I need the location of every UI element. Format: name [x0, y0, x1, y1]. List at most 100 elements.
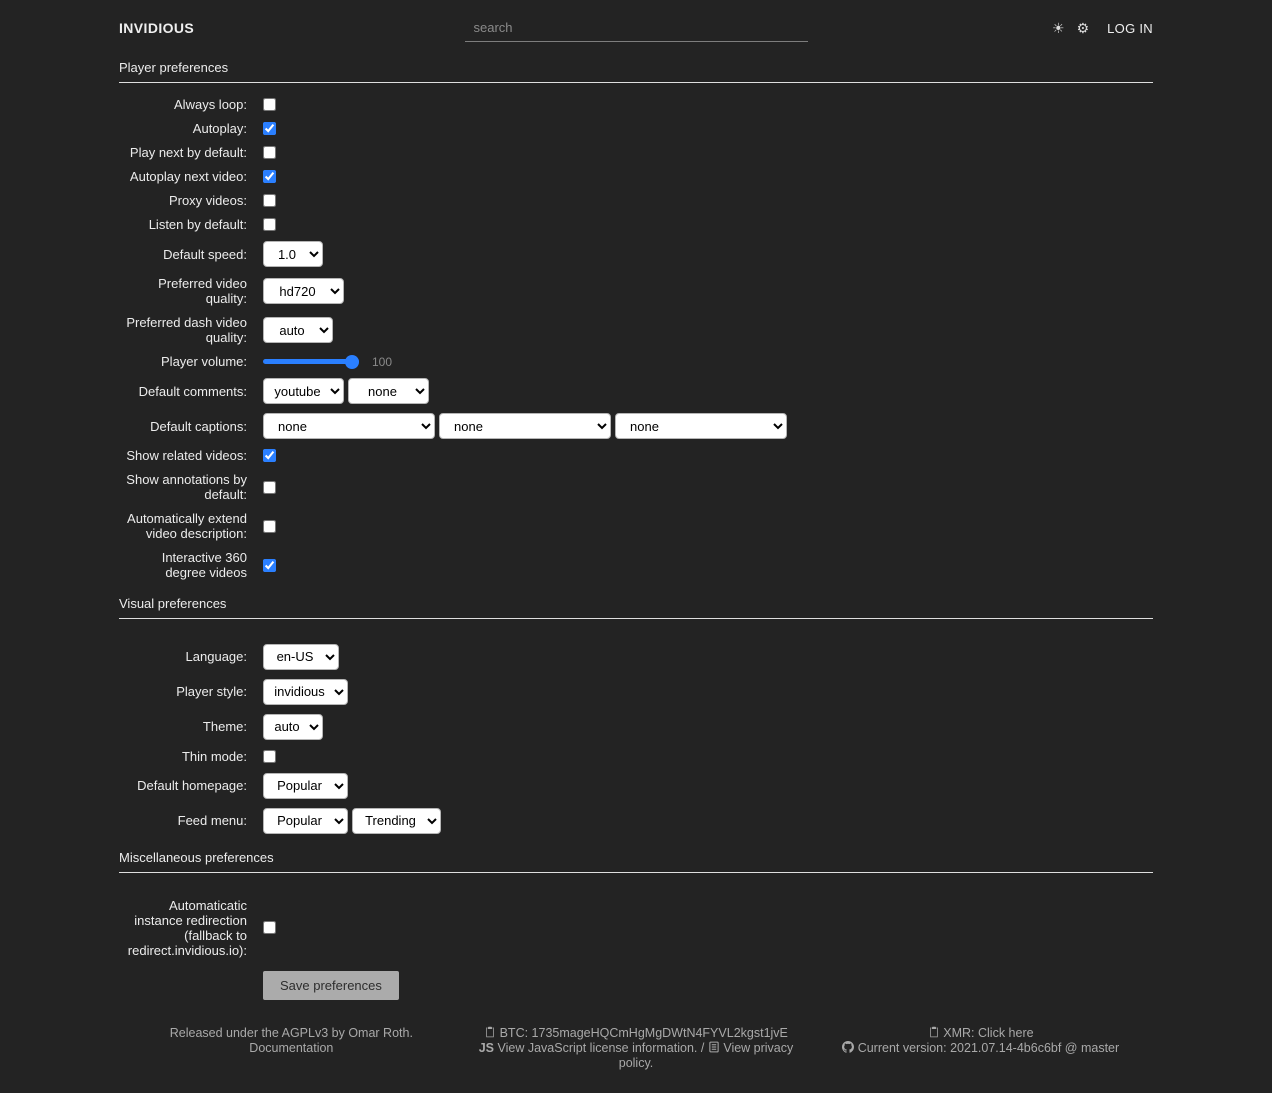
default-comments-select-2[interactable]: none: [348, 378, 429, 404]
js-license-link[interactable]: View JavaScript license information.: [497, 1040, 698, 1055]
footer-released-text: Released under the AGPLv3 by Omar Roth.: [169, 1025, 413, 1040]
autoplay-checkbox[interactable]: [263, 122, 276, 135]
invidious-logo[interactable]: INVIDIOUS: [119, 20, 195, 36]
top-navbar: INVIDIOUS ☀ ⚙ LOG IN: [119, 0, 1153, 42]
related-videos-checkbox[interactable]: [263, 449, 276, 462]
pref-row-player-style: Player style: invidious: [119, 678, 1153, 705]
clipboard-icon: [928, 1026, 940, 1038]
pref-row-language: Language: en-US: [119, 643, 1153, 670]
pref-row-vr360: Interactive 360 degree videos: [119, 550, 1153, 580]
auto-redirect-checkbox[interactable]: [263, 921, 276, 935]
pref-row-feed-menu: Feed menu: Popular Trending: [119, 807, 1153, 834]
pref-row-homepage: Default homepage: Popular: [119, 772, 1153, 799]
pref-row-dash-quality: Preferred dash video quality: auto: [119, 315, 1153, 345]
pref-row-extend-desc: Automatically extend video description:: [119, 511, 1153, 541]
default-speed-select[interactable]: 1.0: [263, 241, 323, 267]
default-homepage-select[interactable]: Popular: [263, 772, 348, 799]
misc-preferences-heading: Miscellaneous preferences: [119, 850, 1153, 873]
proxy-videos-label: Proxy videos:: [168, 193, 247, 208]
btc-address-text: BTC: 1735mageHQCmHgMgDWtN4FYVL2kgst1jvE: [499, 1025, 788, 1040]
save-preferences-button[interactable]: Save preferences: [263, 970, 399, 1000]
player-preferences-heading: Player preferences: [119, 60, 1153, 83]
player-volume-label: Player volume:: [161, 354, 247, 369]
page-container: INVIDIOUS ☀ ⚙ LOG IN Player preferences …: [119, 0, 1153, 1000]
pref-row-quality: Preferred video quality: hd720: [119, 276, 1153, 306]
extend-description-checkbox[interactable]: [263, 519, 276, 533]
default-comments-label: Default comments:: [138, 383, 247, 399]
feed-menu-select-1[interactable]: Popular: [263, 807, 348, 834]
related-videos-label: Show related videos:: [126, 448, 247, 463]
annotations-checkbox[interactable]: [263, 480, 276, 494]
document-icon: [708, 1041, 720, 1053]
default-speed-label: Default speed:: [163, 246, 247, 262]
xmr-link[interactable]: Click here: [978, 1025, 1034, 1040]
version-link[interactable]: 2021.07.14-4b6c6bf @ master: [950, 1040, 1120, 1055]
preferences-gear-icon[interactable]: ⚙: [1076, 20, 1090, 36]
documentation-link[interactable]: Documentation: [249, 1040, 334, 1055]
play-next-label: Play next by default:: [129, 145, 247, 160]
player-style-select[interactable]: invidious: [263, 678, 348, 705]
listen-default-checkbox[interactable]: [263, 218, 276, 231]
login-link[interactable]: LOG IN: [1107, 20, 1153, 36]
footer-version-column: XMR: Click here Current version: 2021.07…: [808, 1026, 1153, 1071]
pref-row-speed: Default speed: 1.0: [119, 241, 1153, 267]
default-captions-select-3[interactable]: none: [615, 413, 787, 439]
dash-quality-label: Preferred dash video quality:: [126, 315, 247, 345]
page-footer: Released under the AGPLv3 by Omar Roth. …: [119, 1026, 1153, 1093]
footer-separator: /: [700, 1040, 705, 1055]
search-input[interactable]: [464, 14, 808, 42]
always-loop-checkbox[interactable]: [263, 98, 276, 111]
pref-row-autoplay: Autoplay:: [119, 121, 1153, 136]
preferred-quality-select[interactable]: hd720: [263, 278, 344, 304]
player-volume-slider[interactable]: [263, 354, 359, 369]
pref-row-comments: Default comments: youtube none: [119, 378, 1153, 404]
pref-row-play-next: Play next by default:: [119, 145, 1153, 160]
player-style-label: Player style:: [176, 684, 247, 700]
language-label: Language:: [185, 649, 247, 665]
feed-menu-select-2[interactable]: Trending: [352, 807, 441, 834]
search-form: [464, 14, 808, 42]
autoplay-next-checkbox[interactable]: [263, 170, 276, 183]
footer-donate-js-column: BTC: 1735mageHQCmHgMgDWtN4FYVL2kgst1jvE …: [464, 1026, 809, 1071]
listen-default-label: Listen by default:: [148, 217, 247, 232]
default-captions-label: Default captions:: [150, 418, 247, 434]
autoplay-label: Autoplay:: [192, 121, 247, 136]
pref-row-auto-redirect: Automaticatic instance redirection (fall…: [119, 898, 1153, 958]
vr360-checkbox[interactable]: [263, 558, 276, 572]
save-row: Save preferences: [119, 970, 1153, 1000]
always-loop-label: Always loop:: [174, 97, 247, 112]
xmr-prefix-text: XMR:: [943, 1025, 975, 1040]
pref-row-volume: Player volume: 100: [119, 354, 1153, 369]
pref-row-listen: Listen by default:: [119, 217, 1153, 232]
version-prefix-text: Current version:: [857, 1040, 947, 1055]
feed-menu-label: Feed menu:: [177, 813, 247, 829]
thin-mode-label: Thin mode:: [181, 748, 247, 764]
pref-row-autoplay-next: Autoplay next video:: [119, 169, 1153, 184]
pref-row-proxy: Proxy videos:: [119, 193, 1153, 208]
theme-toggle-sun-icon[interactable]: ☀: [1052, 20, 1065, 36]
default-captions-select-1[interactable]: none: [263, 413, 435, 439]
pref-row-always-loop: Always loop:: [119, 97, 1153, 112]
preferred-quality-label: Preferred video quality:: [158, 276, 247, 306]
pref-row-annotations: Show annotations by default:: [119, 472, 1153, 502]
pref-row-thin-mode: Thin mode:: [119, 749, 1153, 764]
autoplay-next-label: Autoplay next video:: [129, 169, 247, 184]
annotations-label: Show annotations by default:: [126, 472, 247, 502]
preferences-form: Always loop: Autoplay: Play next by defa…: [119, 97, 1153, 1000]
language-select[interactable]: en-US: [263, 643, 339, 670]
thin-mode-checkbox[interactable]: [263, 749, 276, 763]
footer-license-column: Released under the AGPLv3 by Omar Roth. …: [119, 1026, 464, 1071]
vr360-label: Interactive 360 degree videos: [161, 550, 247, 580]
dash-quality-select[interactable]: auto: [263, 317, 333, 343]
js-icon: JS: [478, 1040, 495, 1055]
extend-description-label: Automatically extend video description:: [127, 511, 247, 541]
pref-row-related: Show related videos:: [119, 448, 1153, 463]
default-captions-select-2[interactable]: none: [439, 413, 611, 439]
proxy-videos-checkbox[interactable]: [263, 194, 276, 207]
auto-redirect-label: Automaticatic instance redirection (fall…: [127, 897, 247, 958]
theme-select[interactable]: auto: [263, 713, 323, 740]
player-volume-value: 100: [372, 354, 393, 369]
visual-preferences-heading: Visual preferences: [119, 596, 1153, 619]
play-next-checkbox[interactable]: [263, 146, 276, 159]
default-comments-select-1[interactable]: youtube: [263, 378, 344, 404]
